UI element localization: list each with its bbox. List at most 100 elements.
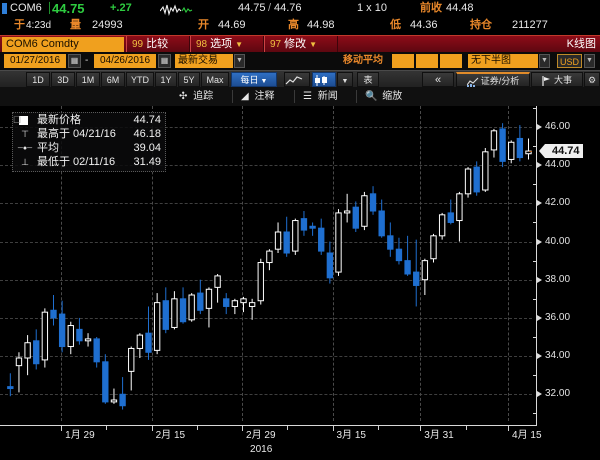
quote-ticker[interactable]: COM6 (10, 2, 42, 14)
gridline-horizontal (0, 394, 532, 396)
x-axis-label: 3月 15 (336, 430, 366, 441)
crosshair-icon: ✣ (179, 91, 188, 102)
range-button-ytd[interactable]: YTD (126, 72, 154, 87)
lower-panel-select[interactable]: 无下半图 (468, 54, 538, 68)
x-tick (420, 426, 422, 431)
panel-title: K线图 (566, 38, 596, 50)
range-button-3d[interactable]: 3D (51, 72, 75, 87)
end-date-input[interactable]: 04/26/2016 (94, 54, 156, 68)
legend-row-high: ⊤ 最高于 04/21/16 46.18 (13, 128, 165, 141)
y-tick-arrow (537, 391, 542, 398)
options-button[interactable]: 98 选项 ▼ (190, 36, 264, 53)
legend-value-low: 31.49 (133, 156, 161, 168)
annotate-icon: ◢ (241, 91, 249, 102)
chevron-down-icon[interactable]: ▼ (539, 54, 550, 68)
sparkline-icon (160, 2, 194, 16)
chevron-down-icon[interactable]: ▼ (584, 54, 595, 68)
ma-field-3[interactable] (440, 54, 462, 68)
chevron-down-icon[interactable]: ▼ (234, 54, 245, 68)
line-chart-icon[interactable] (284, 72, 310, 87)
ma-field-1[interactable] (392, 54, 414, 68)
range-button-6m[interactable]: 6M (101, 72, 125, 87)
legend-value-high: 46.18 (133, 128, 161, 140)
collapse-button[interactable]: « (422, 72, 454, 87)
gridline-horizontal (0, 241, 532, 243)
y-minor-tick (533, 184, 537, 186)
period-select[interactable]: 每日 ▼ (231, 72, 277, 87)
calendar-icon[interactable]: ▦ (68, 54, 81, 68)
gridline-vertical (151, 106, 153, 421)
y-minor-tick (533, 146, 537, 148)
date-range-dash: - (85, 55, 89, 66)
open-value: 44.69 (218, 19, 246, 31)
quote-last: 44.75 (52, 1, 85, 16)
y-minor-tick (533, 375, 537, 377)
news-tool-button[interactable]: ☰ 新闻 (299, 88, 342, 105)
volume-value: 24993 (92, 19, 123, 31)
zoom-icon: 🔍 (365, 91, 378, 102)
edit-button-number: 97 (270, 39, 282, 50)
last-price-line (528, 151, 532, 153)
analysis-tab[interactable]: 证券/分析 (456, 72, 530, 87)
range-button-1d[interactable]: 1D (26, 72, 50, 87)
table-view-button[interactable]: 表 (357, 72, 379, 87)
security-input[interactable]: COM6 Comdty (2, 37, 124, 52)
y-tick-arrow (537, 124, 542, 130)
chart-type-dropdown[interactable]: ▼ (337, 72, 353, 87)
plot-area[interactable] (0, 106, 532, 421)
trade-type-select[interactable]: 最新交易 (175, 54, 233, 68)
command-bar: COM6 Comdty 99 比较 98 选项 ▼ 97 修改 ▼ K线图 (0, 35, 600, 53)
time-label: 于 (14, 19, 25, 31)
gridline-horizontal (0, 165, 532, 167)
annotate-tool-label: 注释 (254, 91, 275, 102)
events-label: 大事 (553, 75, 572, 85)
y-axis-label: 40.00 (545, 235, 571, 247)
quote-size: 1 x 10 (357, 2, 387, 14)
candlestick-chart-icon[interactable] (312, 72, 336, 87)
zoom-tool-button[interactable]: 🔍 缩放 (361, 88, 406, 105)
gridline-horizontal (0, 356, 532, 358)
chevron-down-icon: ▼ (260, 78, 268, 85)
period-label: 每日 (240, 75, 259, 85)
x-tick (61, 426, 63, 431)
y-axis-label: 38.00 (545, 273, 571, 285)
range-button-1y[interactable]: 1Y (155, 72, 177, 87)
gridline-horizontal (0, 127, 532, 128)
y-minor-tick (533, 413, 537, 415)
compare-button[interactable]: 99 比较 (126, 36, 190, 53)
events-tab[interactable]: 大事 (531, 72, 583, 87)
gridline-vertical (61, 106, 63, 421)
edit-button-label: 修改 (284, 38, 307, 50)
legend-expander-icon[interactable]: ☐ (12, 115, 22, 125)
legend-row-last: ☐ 最新价格 44.74 (13, 114, 165, 127)
edit-button[interactable]: 97 修改 ▼ (264, 36, 338, 53)
annotate-tool-button[interactable]: ◢ 注释 (237, 88, 278, 105)
gridline-horizontal (0, 279, 532, 281)
candlestick-series (7, 123, 532, 410)
tools-divider (294, 90, 295, 103)
chevron-down-icon: ▼ (235, 40, 244, 49)
range-button-5y[interactable]: 5Y (178, 72, 200, 87)
up-arrow-icon: │ (47, 3, 54, 14)
gridline-vertical (508, 106, 510, 421)
track-tool-button[interactable]: ✣ 追踪 (175, 88, 217, 105)
moving-average-label: 移动平均 (343, 55, 383, 66)
x-minor-tick (106, 426, 108, 430)
legend-label-last: 最新价格 (37, 114, 81, 126)
x-axis-label: 4月 15 (512, 430, 542, 441)
y-minor-tick (533, 298, 537, 300)
options-button-number: 98 (196, 39, 208, 50)
calendar-icon[interactable]: ▦ (158, 54, 171, 68)
x-axis-line (0, 425, 537, 426)
gear-icon[interactable]: ⚙ (584, 72, 600, 87)
x-axis-label: 3月 31 (424, 430, 454, 441)
ma-field-2[interactable] (416, 54, 438, 68)
range-button-max[interactable]: Max (201, 72, 229, 87)
currency-select[interactable]: USD (557, 54, 582, 68)
tools-divider (356, 90, 357, 103)
start-date-input[interactable]: 01/27/2016 (4, 54, 66, 68)
y-axis-label: 34.00 (545, 350, 571, 362)
gridline-horizontal (0, 317, 532, 319)
range-button-1m[interactable]: 1M (76, 72, 100, 87)
